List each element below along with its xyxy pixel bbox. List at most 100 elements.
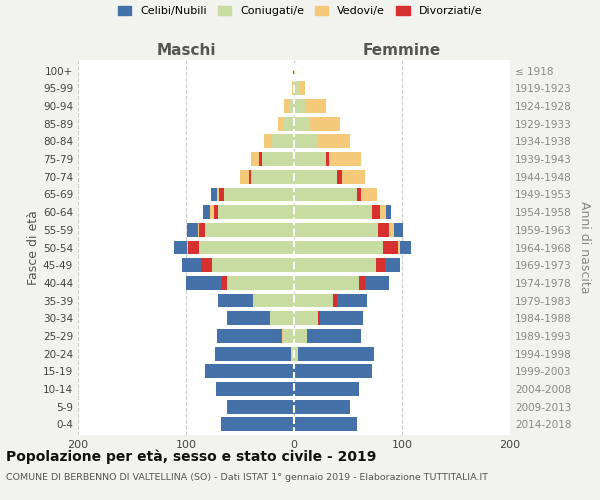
Bar: [174, 240, 187, 254]
Bar: [292, 82, 293, 95]
Bar: [386, 205, 391, 219]
Bar: [283, 329, 294, 343]
Bar: [320, 312, 363, 325]
Bar: [262, 152, 294, 166]
Bar: [318, 134, 350, 148]
Bar: [294, 240, 383, 254]
Bar: [294, 418, 356, 432]
Bar: [210, 205, 214, 219]
Bar: [294, 258, 376, 272]
Bar: [389, 223, 394, 236]
Bar: [293, 64, 294, 78]
Bar: [205, 364, 294, 378]
Y-axis label: Anni di nascita: Anni di nascita: [578, 201, 591, 294]
Bar: [294, 134, 318, 148]
Y-axis label: Fasce di età: Fasce di età: [27, 210, 40, 285]
Bar: [294, 364, 372, 378]
Text: Femmine: Femmine: [363, 43, 441, 58]
Bar: [282, 329, 283, 343]
Bar: [310, 117, 340, 130]
Bar: [187, 223, 198, 236]
Bar: [227, 276, 294, 290]
Bar: [294, 205, 372, 219]
Bar: [318, 312, 320, 325]
Bar: [283, 117, 294, 130]
Bar: [400, 240, 410, 254]
Bar: [294, 312, 318, 325]
Bar: [214, 205, 218, 219]
Bar: [224, 188, 294, 202]
Bar: [294, 276, 359, 290]
Bar: [187, 240, 188, 254]
Bar: [270, 312, 294, 325]
Bar: [294, 82, 299, 95]
Bar: [294, 64, 295, 78]
Bar: [376, 258, 385, 272]
Bar: [227, 400, 294, 413]
Legend: Celibi/Nubili, Coniugati/e, Vedovi/e, Divorziati/e: Celibi/Nubili, Coniugati/e, Vedovi/e, Di…: [118, 6, 482, 16]
Bar: [337, 294, 367, 308]
Bar: [307, 329, 361, 343]
Bar: [253, 294, 294, 308]
Bar: [378, 223, 389, 236]
Bar: [385, 258, 400, 272]
Bar: [294, 152, 326, 166]
Bar: [294, 170, 337, 183]
Bar: [215, 346, 291, 360]
Bar: [372, 205, 380, 219]
Bar: [188, 240, 199, 254]
Bar: [326, 152, 329, 166]
Bar: [218, 294, 253, 308]
Bar: [294, 329, 307, 343]
Bar: [221, 418, 294, 432]
Bar: [359, 276, 365, 290]
Text: Maschi: Maschi: [156, 43, 216, 58]
Bar: [264, 134, 272, 148]
Bar: [299, 82, 305, 95]
Bar: [284, 99, 289, 113]
Bar: [212, 258, 294, 272]
Bar: [217, 329, 282, 343]
Bar: [305, 99, 326, 113]
Bar: [294, 117, 310, 130]
Bar: [361, 188, 377, 202]
Bar: [201, 258, 212, 272]
Bar: [220, 188, 224, 202]
Bar: [356, 188, 361, 202]
Bar: [293, 82, 294, 95]
Bar: [294, 294, 333, 308]
Bar: [211, 188, 217, 202]
Bar: [329, 152, 361, 166]
Bar: [203, 205, 210, 219]
Bar: [337, 170, 341, 183]
Bar: [221, 276, 227, 290]
Bar: [217, 188, 220, 202]
Bar: [198, 223, 199, 236]
Bar: [251, 170, 294, 183]
Bar: [278, 117, 283, 130]
Bar: [216, 382, 294, 396]
Bar: [394, 223, 403, 236]
Bar: [294, 223, 378, 236]
Bar: [294, 382, 359, 396]
Bar: [182, 258, 201, 272]
Text: COMUNE DI BERBENNO DI VALTELLINA (SO) - Dati ISTAT 1° gennaio 2019 - Elaborazion: COMUNE DI BERBENNO DI VALTELLINA (SO) - …: [6, 472, 488, 482]
Bar: [398, 240, 400, 254]
Bar: [380, 205, 386, 219]
Bar: [259, 152, 262, 166]
Bar: [294, 188, 356, 202]
Bar: [251, 152, 259, 166]
Bar: [272, 134, 294, 148]
Bar: [248, 170, 251, 183]
Bar: [294, 99, 305, 113]
Bar: [199, 240, 294, 254]
Bar: [227, 312, 270, 325]
Bar: [289, 99, 294, 113]
Bar: [218, 205, 294, 219]
Text: Popolazione per età, sesso e stato civile - 2019: Popolazione per età, sesso e stato civil…: [6, 450, 376, 464]
Bar: [186, 276, 221, 290]
Bar: [294, 400, 350, 413]
Bar: [383, 240, 398, 254]
Bar: [294, 346, 298, 360]
Bar: [298, 346, 374, 360]
